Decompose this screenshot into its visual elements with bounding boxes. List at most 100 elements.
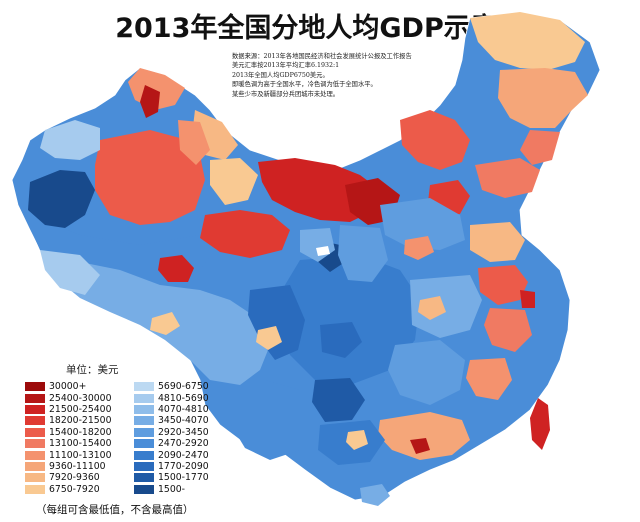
legend-item: 2090-2470	[134, 449, 209, 461]
region-liaoning	[475, 158, 540, 198]
legend-swatch	[25, 439, 45, 449]
legend-label: 2470-2920	[158, 438, 209, 450]
legend-item: 5690-6750	[134, 381, 209, 392]
data-source-notes: 数据来源：2013年各地国民经济和社会发展统计公报及工作报告 美元汇率按2013…	[232, 52, 462, 99]
legend-item: 7920-9360	[25, 472, 112, 483]
region-jilin	[520, 130, 560, 165]
region-hunan-jiangxi	[388, 340, 465, 405]
legend-swatch	[134, 393, 154, 403]
region-tibet-ngari	[40, 250, 100, 295]
region-taiwan	[530, 398, 550, 450]
legend-low: 5690-6750 4810-5690 4070-4810 3450-4070 2920…	[134, 381, 209, 495]
legend-label: 4070-4810	[158, 403, 209, 415]
legend-footnote: （每组可含最低值，不含最高值）	[36, 504, 194, 516]
legend-label: 4810-5690	[158, 392, 209, 404]
region-tibet-accent-1	[150, 312, 180, 335]
legend-item: 4070-4810	[134, 404, 209, 415]
legend-swatch	[25, 427, 45, 437]
legend-item: 25400-30000	[25, 392, 112, 404]
legend-swatch	[25, 404, 45, 414]
region-chongqing	[320, 322, 362, 358]
legend-item: 2920-3450	[134, 427, 209, 438]
region-south-accent	[346, 430, 368, 450]
legend-label: 30000+	[49, 381, 87, 393]
legend-label: 21500-25400	[49, 403, 112, 415]
region-hulunbuir	[400, 110, 470, 170]
region-changji	[178, 120, 210, 165]
legend-item: 6750-7920	[25, 484, 112, 495]
legend-swatch	[25, 382, 45, 392]
legend-swatch	[134, 382, 154, 392]
legend-label: 18200-21500	[49, 415, 112, 427]
region-shanghai	[520, 290, 535, 308]
region-shaanxi	[338, 225, 388, 282]
region-northeast	[498, 68, 588, 128]
region-jiangsu	[478, 265, 528, 305]
legend-label: 25400-30000	[49, 392, 112, 404]
legend-item: 13100-15400	[25, 438, 112, 449]
legend-label: 2090-2470	[158, 449, 209, 461]
region-qinghai-haixi	[200, 210, 290, 258]
legend-label: 3450-4070	[158, 415, 209, 427]
region-shenzhen	[410, 438, 430, 454]
note-line: 即暖色调为高于全国水平，冷色调为低于全国水平。	[232, 81, 377, 89]
legend-label: 1770-2090	[158, 460, 209, 472]
legend-label: 6750-7920	[49, 483, 100, 495]
legend-item: 9360-11100	[25, 461, 112, 472]
region-karamay	[140, 85, 160, 118]
region-guangdong	[378, 412, 470, 460]
region-ili	[40, 120, 100, 160]
legend-swatch	[25, 473, 45, 483]
legend-unit: 单位：美元	[66, 364, 119, 376]
region-zhejiang	[484, 308, 532, 352]
region-fujian	[466, 358, 512, 400]
region-xinjiang-east	[95, 130, 205, 225]
legend-item: 21500-25400	[25, 404, 112, 415]
legend-swatch	[25, 416, 45, 426]
legend-item: 15400-18200	[25, 427, 112, 438]
note-line: 数据来源：2013年各地国民经济和社会发展统计公报及工作报告	[232, 53, 412, 60]
legend-item: 2470-2920	[134, 438, 209, 449]
legend-item: 18200-21500	[25, 415, 112, 426]
legend-swatch	[25, 484, 45, 494]
note-line: 美元汇率按2013年平均汇率6.1932:1	[232, 62, 340, 70]
legend-item: 30000+	[25, 381, 112, 392]
legend-swatch	[25, 450, 45, 460]
legend-swatch	[134, 439, 154, 449]
region-hebei-accent	[404, 236, 434, 260]
region-hebei-shanxi	[380, 198, 465, 250]
legend-swatch	[134, 450, 154, 460]
legend-swatch	[134, 461, 154, 471]
legend-label: 11100-13100	[49, 449, 112, 461]
legend-label: 7920-9360	[49, 472, 100, 484]
legend-high: 30000+ 25400-30000 21500-25400 18200-21500 1…	[25, 381, 112, 495]
legend-swatch	[134, 484, 154, 494]
lake-qinghai	[316, 246, 330, 256]
note-line: 某些少市及新疆部分兵团城市未处理。	[232, 90, 340, 98]
legend-swatch	[134, 404, 154, 414]
legend-label: 9360-11100	[49, 460, 106, 472]
legend-label: 13100-15400	[49, 438, 112, 450]
region-hami	[210, 158, 258, 205]
legend-label: 1500-	[158, 483, 186, 495]
legend-label: 5690-6750	[158, 381, 209, 393]
legend-item: 1500-	[134, 484, 209, 495]
region-tibet-accent-2	[256, 326, 282, 350]
legend-item: 1770-2090	[134, 461, 209, 472]
legend-swatch	[134, 427, 154, 437]
region-anhui-hubei	[410, 275, 482, 338]
region-shandong	[470, 222, 525, 262]
region-guizhou	[312, 378, 365, 422]
legend-item: 11100-13100	[25, 449, 112, 461]
region-hubei-accent	[418, 296, 446, 320]
region-yunnan	[225, 380, 315, 460]
legend-swatch	[25, 461, 45, 471]
region-heilongjiang	[470, 12, 585, 70]
region-golmud	[158, 255, 194, 282]
region-kashgar-dark	[28, 170, 95, 228]
legend-item: 1500-1770	[134, 472, 209, 483]
legend-label: 1500-1770	[158, 472, 209, 484]
note-line: 2013年全国人均GDP6750美元。	[232, 71, 329, 79]
region-central-mix	[280, 255, 420, 385]
